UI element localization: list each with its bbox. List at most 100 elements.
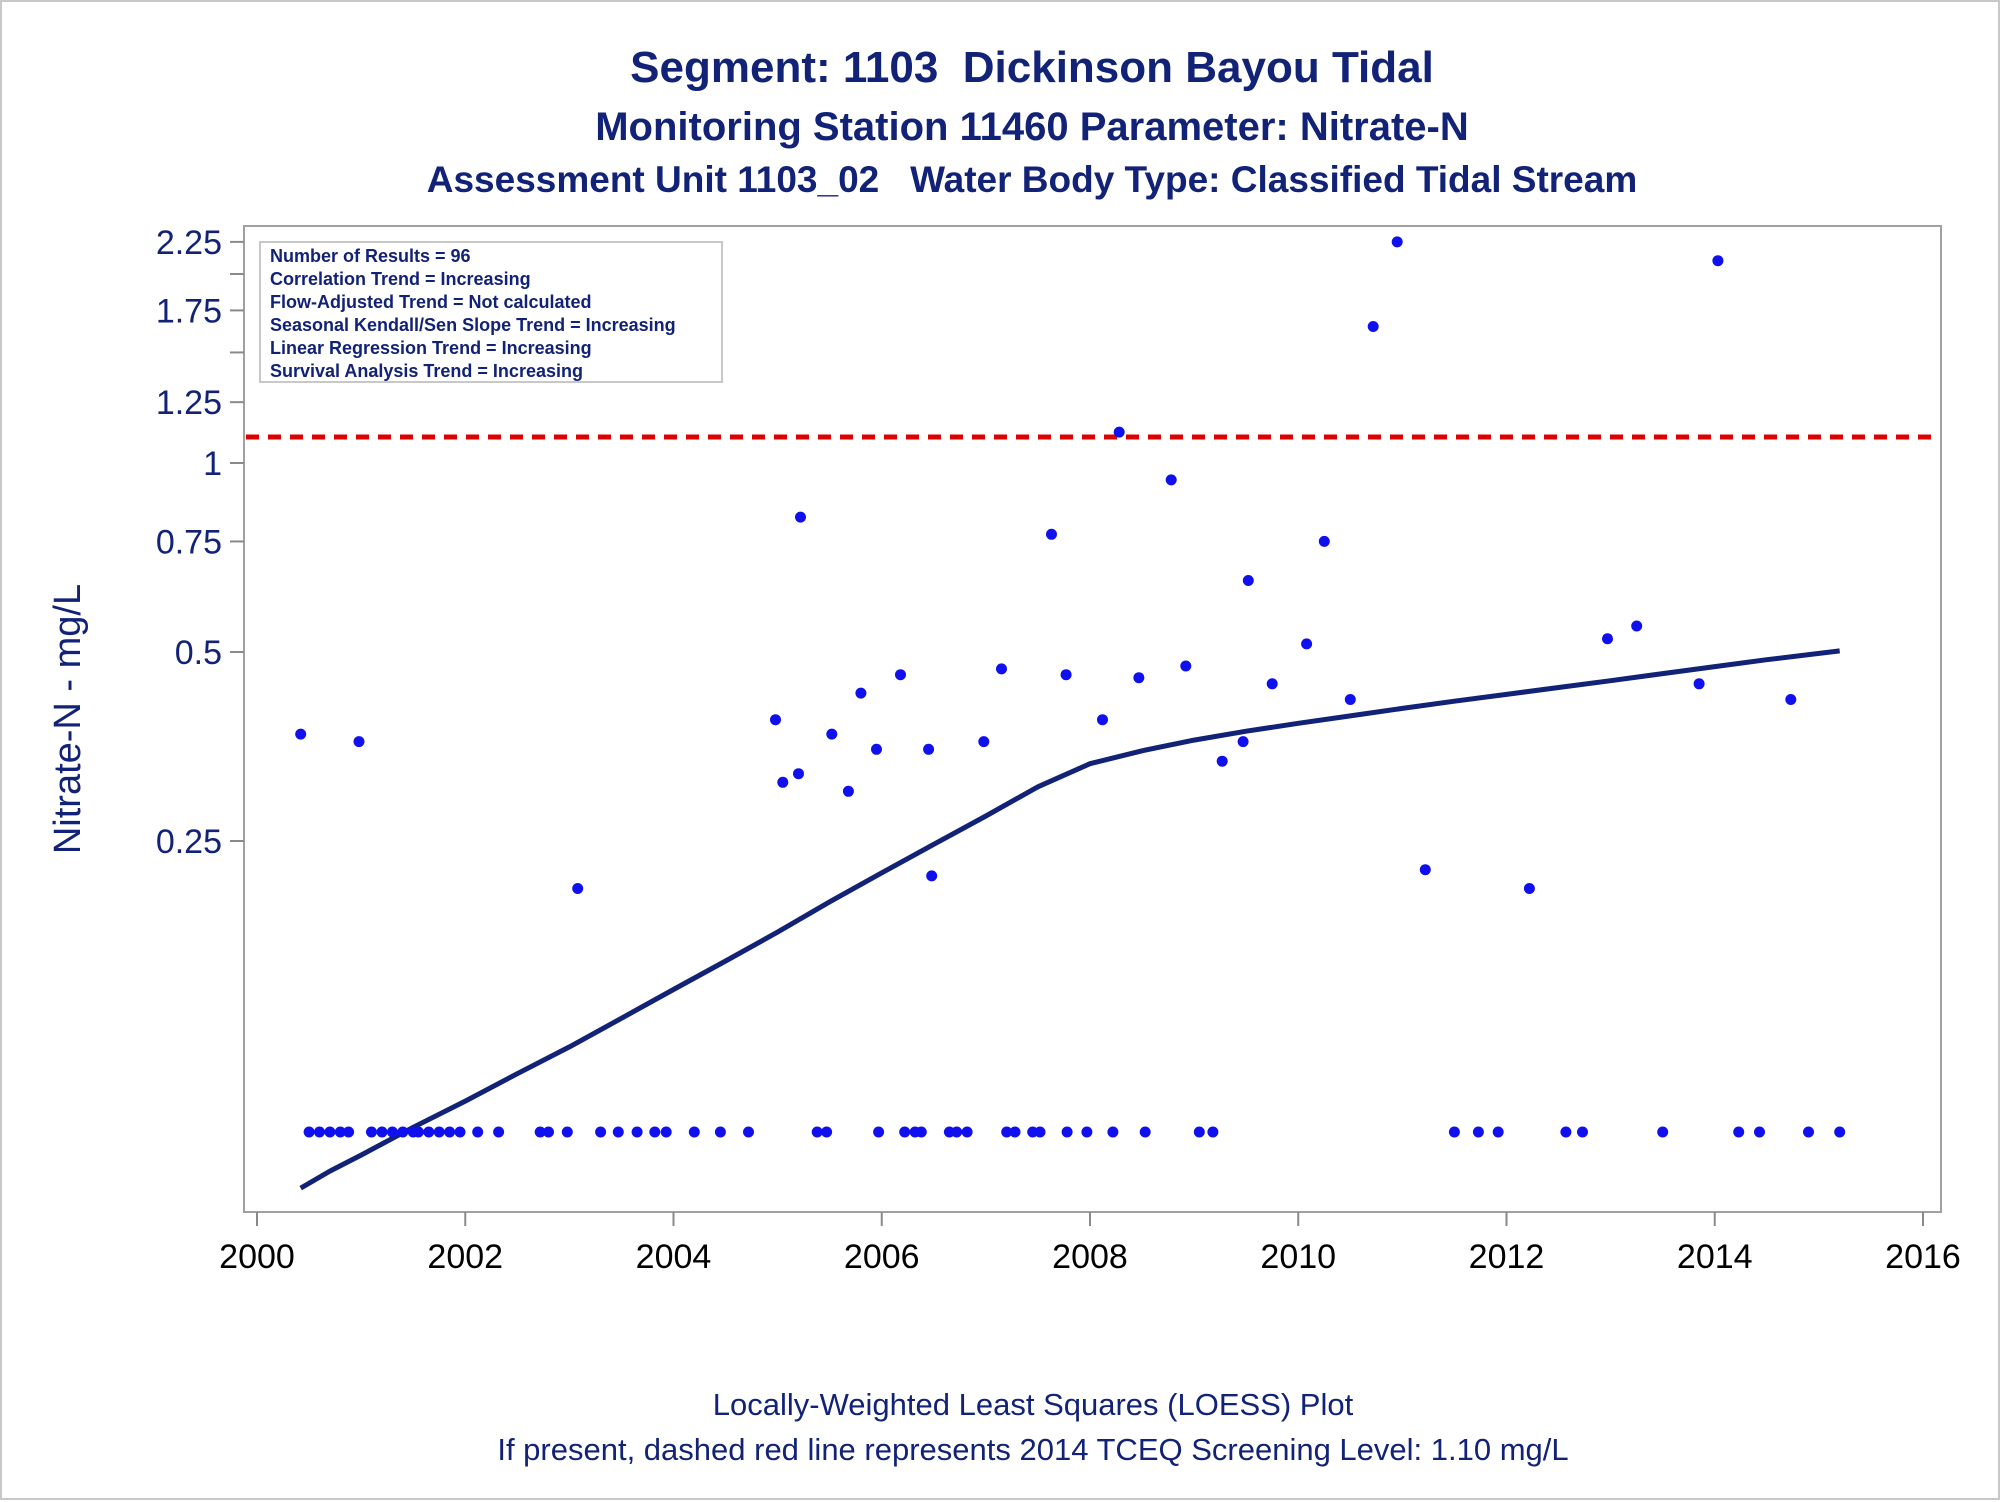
y-tick-label: 0.25 <box>156 823 222 861</box>
data-point <box>1034 1126 1046 1138</box>
data-point <box>1391 236 1403 248</box>
chart-title: Segment: 1103 Dickinson Bayou Tidal <box>630 43 1434 92</box>
data-point <box>543 1126 554 1138</box>
data-point <box>1237 736 1249 748</box>
data-point <box>324 1126 336 1138</box>
data-point <box>1097 714 1108 726</box>
data-point <box>376 1126 388 1138</box>
data-point <box>842 785 854 797</box>
chart-subtitle-2: Assessment Unit 1103_02 Water Body Type:… <box>427 159 1638 200</box>
y-axis-title: Nitrate-N - mg/L <box>47 584 89 854</box>
plot-layer <box>246 236 1939 1191</box>
data-point <box>895 669 906 681</box>
data-point <box>873 1126 885 1138</box>
data-point <box>1009 1126 1021 1138</box>
data-point <box>1657 1126 1669 1138</box>
data-point <box>1113 426 1125 438</box>
data-point <box>1001 1126 1013 1138</box>
data-point <box>303 1126 315 1138</box>
data-point <box>1081 1126 1093 1138</box>
data-point <box>1712 255 1724 267</box>
data-point <box>811 1126 823 1138</box>
legend-correlation-trend: Correlation Trend = Increasing <box>270 269 531 289</box>
trend-legend: Number of Results = 96 Correlation Trend… <box>259 241 723 383</box>
data-point <box>660 1126 672 1138</box>
legend-survival-analysis-trend: Survival Analysis Trend = Increasing <box>270 361 583 381</box>
loess-curve <box>299 648 1840 1191</box>
x-tick-label: 2016 <box>1885 1238 1961 1276</box>
y-tick-label: 0.5 <box>175 634 222 672</box>
x-tick-label: 2012 <box>1469 1238 1545 1276</box>
data-point <box>1754 1126 1765 1138</box>
data-point <box>1046 528 1057 540</box>
data-point <box>1165 474 1177 486</box>
y-tick-label: 1 <box>203 445 222 483</box>
y-axis: 0.25 0.5 0.75 1 1.25 1.75 2.25 <box>156 224 244 861</box>
data-point <box>996 663 1007 675</box>
data-point <box>631 1126 643 1138</box>
data-point <box>743 1126 754 1138</box>
plot-area <box>243 225 1942 1213</box>
data-point <box>899 1126 911 1138</box>
x-tick-label: 2010 <box>1260 1238 1336 1276</box>
x-tick-label: 2014 <box>1677 1238 1753 1276</box>
data-point <box>978 736 990 748</box>
data-point <box>688 1126 700 1138</box>
data-point <box>343 1126 355 1138</box>
data-point <box>1785 694 1797 705</box>
x-tick-label: 2004 <box>636 1238 712 1276</box>
data-point <box>423 1126 435 1138</box>
data-point <box>1472 1126 1484 1138</box>
data-point <box>386 1126 398 1138</box>
data-point <box>1193 1126 1205 1138</box>
data-point <box>353 736 365 748</box>
x-axis: 2000 2002 2004 2006 2008 2010 2012 2014 2016 <box>219 1212 1961 1276</box>
data-point <box>1133 672 1145 684</box>
data-point <box>1577 1126 1588 1138</box>
x-tick-label: 2008 <box>1052 1238 1128 1276</box>
data-point <box>1602 633 1613 645</box>
data-point <box>1301 638 1313 650</box>
data-point <box>1318 535 1330 547</box>
y-tick-label: 2.25 <box>156 224 222 262</box>
data-point <box>1803 1126 1814 1138</box>
legend-seasonal-kendall-trend: Seasonal Kendall/Sen Slope Trend = Incre… <box>270 315 676 335</box>
chart-subtitle: Monitoring Station 11460 Parameter: Nitr… <box>595 105 1469 149</box>
data-point <box>871 743 882 755</box>
data-point <box>1523 883 1535 894</box>
data-point <box>1367 321 1379 332</box>
data-point <box>314 1126 325 1138</box>
data-point <box>915 1126 927 1138</box>
y-tick-label: 1.75 <box>156 292 222 330</box>
data-point <box>595 1126 607 1138</box>
data-point <box>397 1126 409 1138</box>
data-point <box>951 1126 963 1138</box>
data-point <box>961 1126 973 1138</box>
data-point <box>821 1126 833 1138</box>
data-point <box>770 714 781 726</box>
data-point <box>923 743 935 755</box>
data-point <box>793 768 804 780</box>
data-point <box>1266 678 1278 690</box>
data-point <box>1419 864 1431 876</box>
data-point <box>1560 1126 1572 1138</box>
data-point <box>295 728 307 740</box>
data-point <box>1492 1126 1504 1138</box>
data-point <box>795 511 806 523</box>
data-point <box>1344 694 1356 705</box>
data-point <box>1693 678 1705 690</box>
data-point <box>412 1126 424 1138</box>
data-point <box>612 1126 624 1138</box>
data-point <box>926 870 938 882</box>
data-point <box>1834 1126 1846 1138</box>
x-tick-label: 2006 <box>844 1238 920 1276</box>
data-point <box>1061 1126 1073 1138</box>
data-point <box>572 883 584 894</box>
data-point <box>433 1126 445 1138</box>
footnote-loess: Locally-Weighted Least Squares (LOESS) P… <box>713 1387 1354 1422</box>
data-point <box>855 687 867 699</box>
data-point <box>1631 620 1643 632</box>
data-point <box>649 1126 661 1138</box>
data-point <box>1242 575 1254 586</box>
